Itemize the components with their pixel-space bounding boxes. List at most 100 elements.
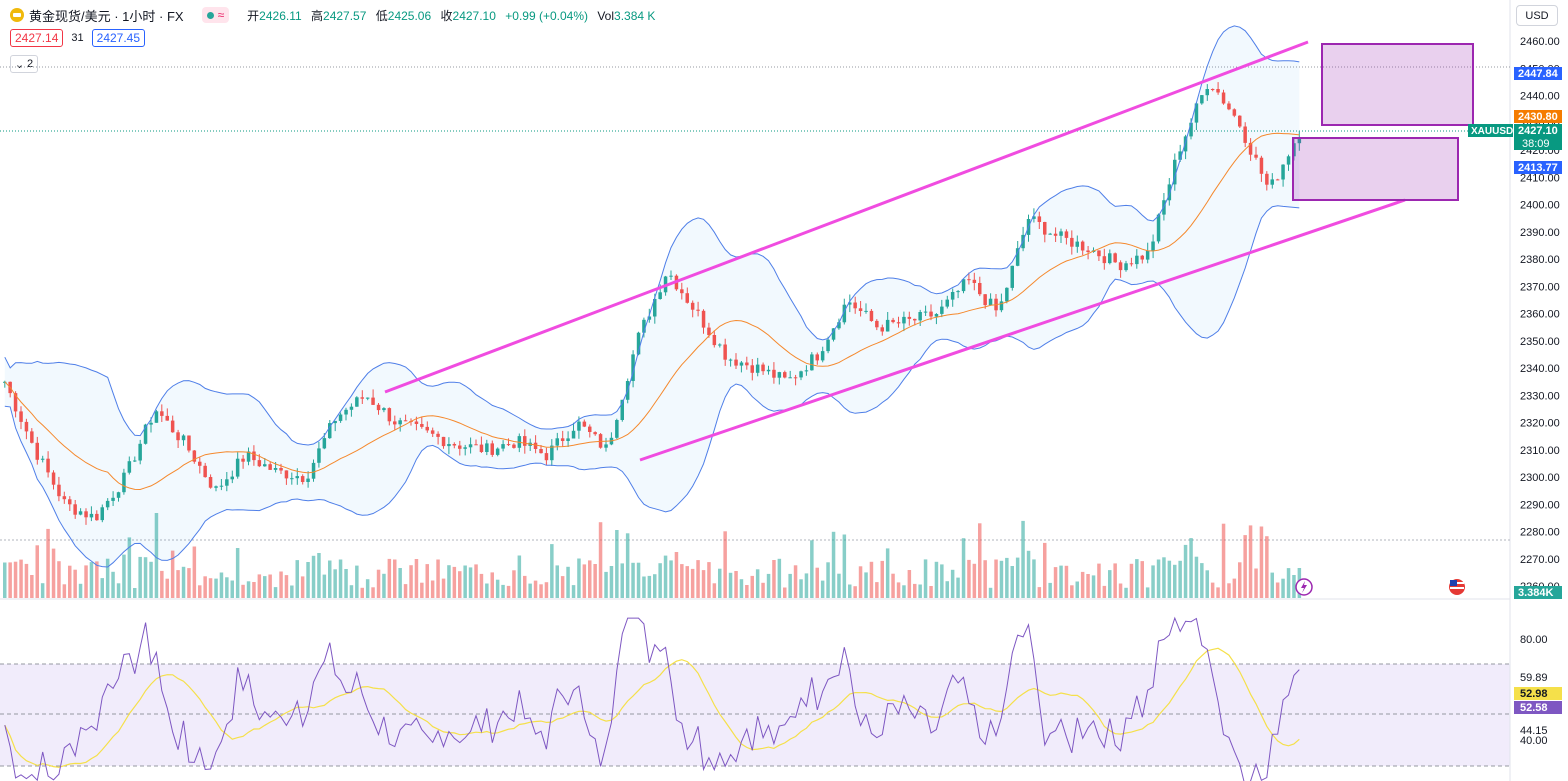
candle-body[interactable] (837, 322, 841, 329)
candle-body[interactable] (999, 301, 1004, 311)
candle-body[interactable] (84, 511, 88, 518)
candle-body[interactable] (382, 408, 386, 411)
candle-body[interactable] (441, 436, 446, 447)
candle-body[interactable] (653, 299, 657, 317)
candle-body[interactable] (133, 460, 137, 462)
candle-body[interactable] (772, 369, 776, 378)
candle-body[interactable] (333, 420, 337, 424)
candle-body[interactable] (560, 438, 565, 441)
currency-selector[interactable]: USD (1516, 5, 1558, 26)
candle-body[interactable] (495, 448, 500, 455)
buy-button[interactable]: 2427.45 (91, 29, 146, 47)
lightning-icon[interactable] (1295, 578, 1313, 596)
candle-body[interactable] (1097, 250, 1101, 257)
candle-body[interactable] (533, 442, 538, 449)
candle-body[interactable] (1135, 255, 1139, 265)
candle-body[interactable] (913, 318, 917, 321)
candle-body[interactable] (1270, 179, 1275, 185)
us-flag-icon[interactable] (1449, 579, 1465, 595)
candle-body[interactable] (1275, 179, 1280, 181)
candle-body[interactable] (566, 438, 570, 441)
candle-body[interactable] (761, 364, 765, 372)
candle-body[interactable] (143, 424, 148, 444)
candle-body[interactable] (961, 279, 966, 292)
candle-body[interactable] (230, 476, 235, 480)
candle-body[interactable] (896, 322, 901, 324)
candle-body[interactable] (376, 404, 381, 411)
candle-body[interactable] (988, 298, 993, 305)
candle-body[interactable] (983, 294, 987, 306)
candle-body[interactable] (739, 362, 744, 366)
candle-body[interactable] (956, 291, 960, 293)
candle-body[interactable] (831, 328, 836, 340)
candle-body[interactable] (1086, 250, 1090, 253)
candle-body[interactable] (1145, 250, 1150, 260)
candle-body[interactable] (582, 421, 587, 427)
candle-body[interactable] (452, 444, 457, 446)
candle-body[interactable] (1043, 222, 1047, 235)
candle-body[interactable] (295, 476, 300, 479)
candle-body[interactable] (268, 464, 272, 470)
candle-body[interactable] (127, 461, 132, 473)
candle-body[interactable] (425, 426, 430, 431)
candle-body[interactable] (1205, 89, 1210, 96)
candle-body[interactable] (512, 444, 516, 448)
candle-body[interactable] (950, 292, 955, 300)
candle-body[interactable] (891, 319, 895, 323)
candle-body[interactable] (485, 443, 489, 452)
candle-body[interactable] (371, 397, 375, 405)
candle-body[interactable] (1286, 156, 1291, 165)
candle-body[interactable] (387, 408, 392, 422)
channel-lower-line[interactable] (639, 198, 1406, 462)
candle-body[interactable] (279, 468, 283, 471)
candle-body[interactable] (284, 470, 289, 479)
candle-body[interactable] (393, 421, 397, 425)
candle-body[interactable] (1281, 164, 1285, 180)
candle-body[interactable] (1070, 237, 1074, 247)
candle-body[interactable] (68, 499, 72, 505)
candle-body[interactable] (273, 468, 278, 470)
candle-body[interactable] (176, 432, 180, 441)
candle-body[interactable] (864, 310, 868, 312)
candle-body[interactable] (1156, 214, 1161, 242)
candle-body[interactable] (430, 430, 435, 434)
candle-body[interactable] (685, 293, 690, 303)
candle-body[interactable] (978, 283, 982, 295)
candle-body[interactable] (116, 492, 121, 498)
candle-body[interactable] (712, 335, 717, 346)
candle-body[interactable] (468, 444, 473, 448)
candle-body[interactable] (718, 344, 722, 346)
candle-body[interactable] (658, 292, 662, 299)
candle-body[interactable] (138, 443, 142, 461)
candle-body[interactable] (1151, 241, 1155, 251)
candle-body[interactable] (154, 411, 159, 423)
candle-body[interactable] (214, 486, 218, 488)
candle-body[interactable] (355, 397, 359, 407)
candle-body[interactable] (972, 279, 977, 283)
market-status-toggle[interactable]: ≈ (201, 7, 230, 23)
candle-body[interactable] (198, 461, 202, 466)
candle-body[interactable] (690, 302, 695, 310)
candle-body[interactable] (1124, 263, 1128, 271)
support-zone[interactable] (1292, 137, 1459, 201)
candle-body[interactable] (160, 411, 164, 416)
candle-body[interactable] (13, 393, 18, 412)
candle-body[interactable] (918, 312, 922, 321)
candle-body[interactable] (40, 458, 45, 460)
candle-body[interactable] (853, 302, 857, 309)
candle-body[interactable] (1010, 265, 1015, 288)
candle-body[interactable] (1189, 122, 1193, 137)
candle-body[interactable] (306, 478, 310, 482)
candle-body[interactable] (1167, 184, 1172, 201)
candle-body[interactable] (571, 430, 576, 439)
candle-body[interactable] (880, 327, 885, 332)
candle-body[interactable] (311, 462, 316, 479)
candle-body[interactable] (1254, 154, 1258, 158)
candle-body[interactable] (1248, 142, 1253, 155)
candle-body[interactable] (707, 327, 711, 336)
candle-body[interactable] (934, 314, 939, 317)
candle-body[interactable] (24, 421, 29, 432)
candle-body[interactable] (1015, 248, 1020, 266)
candle-body[interactable] (1048, 233, 1052, 235)
